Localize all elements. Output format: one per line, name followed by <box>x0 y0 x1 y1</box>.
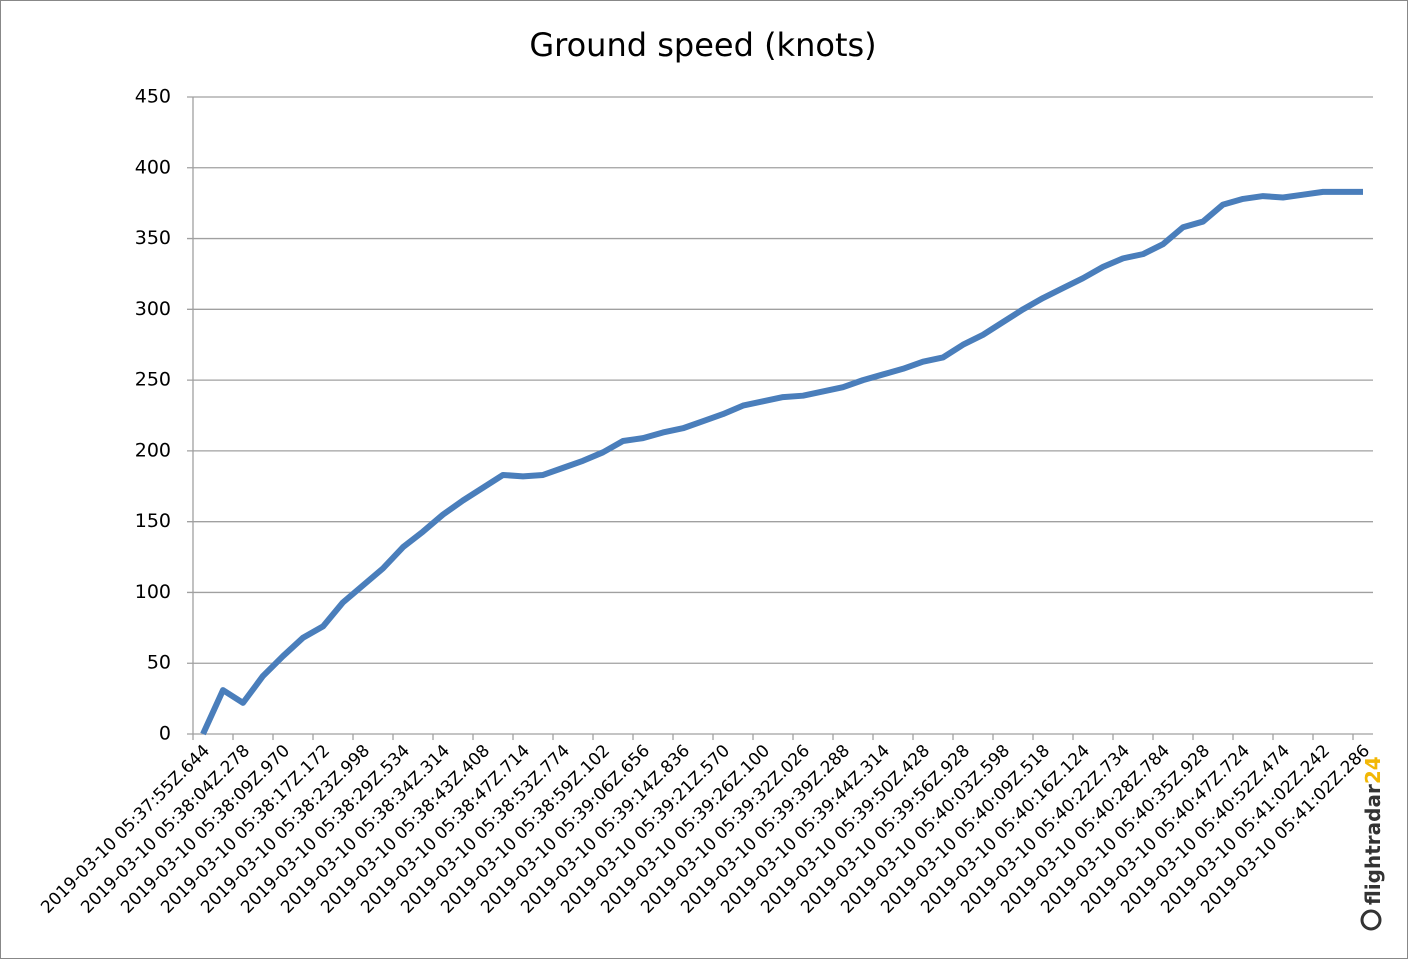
y-tick-label: 400 <box>135 156 171 178</box>
chart-title: Ground speed (knots) <box>529 26 876 64</box>
y-tick-label: 50 <box>147 652 171 674</box>
y-tick-label: 200 <box>135 439 171 461</box>
watermark-number: 24 <box>1361 756 1385 784</box>
y-tick-label: 250 <box>135 369 171 391</box>
watermark: flightradar24 <box>1360 756 1385 931</box>
y-tick-label: 150 <box>135 510 171 532</box>
y-tick-label: 450 <box>135 86 171 108</box>
y-tick-label: 300 <box>135 298 171 320</box>
data-line <box>200 188 1363 736</box>
watermark-icon <box>1360 909 1382 931</box>
y-tick-label: 0 <box>159 723 171 745</box>
y-tick-label: 350 <box>135 227 171 249</box>
y-tick-label: 100 <box>135 581 171 603</box>
watermark-brand: flightradar <box>1361 784 1385 905</box>
watermark-text: flightradar24 <box>1361 756 1385 905</box>
